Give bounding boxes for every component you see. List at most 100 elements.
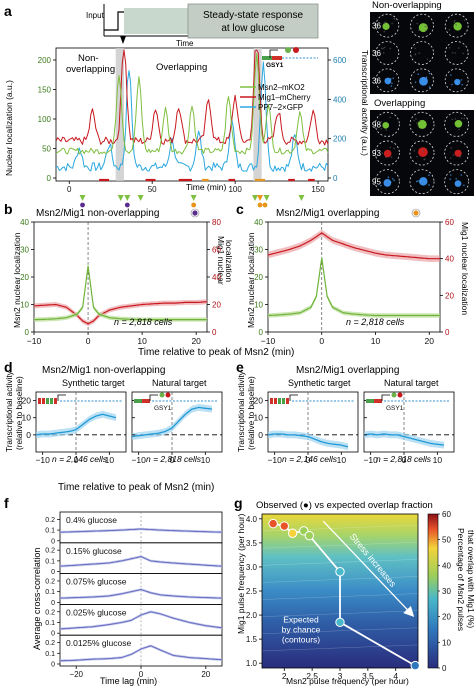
- promoter-site: [270, 398, 273, 404]
- right-tick-label: 0: [445, 328, 450, 337]
- right-tick-label: 80: [212, 218, 221, 227]
- tf-mig1: [397, 392, 403, 398]
- speckle: [382, 47, 385, 50]
- y-tick-label: 10: [22, 413, 32, 423]
- mig1-band: [268, 229, 440, 262]
- colorbar: [427, 513, 439, 669]
- left-tick-label: 10: [254, 301, 263, 310]
- g-y-tick-label: 1.0: [246, 659, 258, 668]
- protocol-input-label: Input: [86, 11, 105, 20]
- a-event-dot: [124, 202, 130, 208]
- speckle: [417, 29, 420, 31]
- protocol-time-label: Time: [176, 39, 194, 48]
- g-y-tick-label: 4.0: [246, 515, 258, 524]
- panel-a-ylabel-left: Nuclear localization (a.u.): [4, 80, 14, 176]
- speckle: [417, 124, 420, 127]
- speckle: [417, 180, 419, 182]
- a-event-dot: [262, 202, 268, 208]
- x-tick-label: 10: [433, 455, 443, 465]
- speckle: [449, 178, 451, 180]
- speckle: [417, 73, 420, 75]
- panel-f-xlabel: Time lag (min): [100, 676, 157, 686]
- mig1-trace: [55, 49, 329, 146]
- speckle: [462, 52, 465, 55]
- panel-g-xlabel: Msn2 pulse frequency (per hour): [286, 676, 409, 686]
- cell-outline: [444, 13, 469, 38]
- nucleus: [418, 147, 428, 157]
- x-tick-label: −10: [261, 336, 276, 346]
- x-tick-label: −10: [131, 455, 146, 465]
- a-right-tick-label: 0: [333, 174, 338, 183]
- x-tick-label: 0: [170, 455, 175, 465]
- a-pulse-marker: [252, 195, 259, 201]
- colorbar-tick-label: 50: [442, 536, 451, 545]
- speckle: [393, 147, 395, 150]
- gene-label-a: GSY1: [266, 62, 284, 69]
- cell-number: 95: [372, 178, 381, 187]
- a-x-tick-label: 100: [228, 185, 242, 194]
- panel-b-n: n = 2,818 cells: [114, 317, 173, 327]
- speckle: [387, 176, 390, 179]
- speckle: [460, 79, 463, 81]
- a-x-tick-label: 50: [148, 185, 157, 194]
- annot-overlap: Overlapping: [156, 62, 207, 73]
- cell-outline: [444, 68, 469, 93]
- speckle: [389, 181, 392, 183]
- msn2-band: [34, 263, 207, 322]
- speckle: [460, 174, 463, 176]
- left-tick-label: 0: [25, 328, 30, 337]
- speckle: [426, 25, 428, 28]
- colorbar-tick-label: 30: [442, 587, 451, 596]
- f-y-tick-label: 0.1: [45, 651, 55, 658]
- f-x-tick-label: 0: [139, 670, 144, 679]
- speckle: [454, 118, 457, 120]
- cell-number: 36: [372, 22, 381, 31]
- speckle: [391, 22, 393, 25]
- cell-outline: [410, 41, 434, 65]
- cell-outline: [374, 140, 400, 166]
- speckle: [414, 47, 416, 50]
- g-observed-point: [268, 518, 278, 529]
- panel-d-n-left: n = 2,146 cells: [52, 454, 108, 464]
- panel-e-title: Msn2/Mig1 overlapping: [296, 365, 399, 376]
- f-y-tick-label: 0.1: [45, 558, 55, 565]
- promoter-site: [38, 398, 41, 404]
- nucleus: [383, 149, 392, 158]
- speckle: [455, 24, 457, 26]
- left-tick-label: 20: [254, 273, 263, 282]
- colorbar-tick-label: 10: [442, 638, 451, 647]
- cell-outline: [444, 140, 470, 166]
- pp7-band: [36, 410, 116, 439]
- g-observed-point: [335, 617, 345, 627]
- legend-pp7: PP7–2×GFP: [258, 103, 303, 112]
- speckle: [448, 46, 451, 49]
- micro-overlap-title: Overlapping: [374, 98, 425, 109]
- speckle: [413, 150, 416, 152]
- cell-number: 93: [372, 149, 381, 158]
- a-left-tick-label: 100: [38, 115, 52, 124]
- g-y-tick-label: 1.5: [246, 635, 258, 644]
- g-y-tick-label: 3.0: [246, 563, 258, 572]
- x-tick-label: 10: [201, 455, 211, 465]
- speckle: [418, 52, 421, 54]
- x-tick-label: 0: [306, 455, 311, 465]
- panel-c-n: n = 2,818 cells: [346, 317, 405, 327]
- expected-label: by chance: [282, 624, 321, 634]
- shade-overlap: [253, 48, 262, 181]
- speckle: [461, 117, 463, 120]
- speckle: [415, 118, 417, 120]
- f-y-tick-label: 0.2: [45, 578, 55, 585]
- cell-outline: [444, 111, 470, 137]
- speckle: [422, 149, 425, 152]
- promoter-site: [134, 399, 142, 403]
- x-tick-label: 20: [191, 336, 201, 346]
- panel-a-xlabel: Time (min): [186, 182, 226, 192]
- a-event-dot: [257, 202, 263, 208]
- left-tick-label: 30: [254, 246, 263, 255]
- panel-b-title: Msn2/Mig1 non-overlapping: [36, 208, 159, 219]
- right-tick-label: 40: [445, 255, 454, 264]
- cell-number: 36: [372, 76, 381, 85]
